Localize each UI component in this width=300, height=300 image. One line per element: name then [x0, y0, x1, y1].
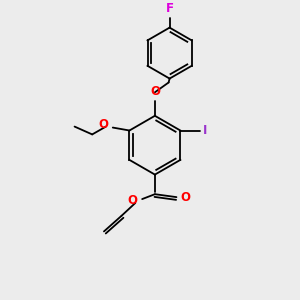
Text: I: I [203, 124, 207, 137]
Text: O: O [180, 190, 190, 204]
Text: O: O [150, 85, 160, 98]
Text: O: O [99, 118, 109, 131]
Text: F: F [166, 2, 174, 15]
Text: O: O [127, 194, 137, 207]
